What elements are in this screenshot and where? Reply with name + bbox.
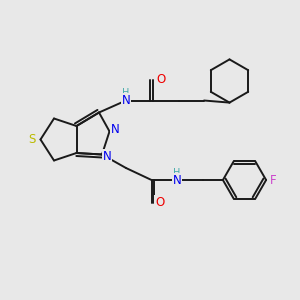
- Text: N: N: [172, 173, 182, 187]
- Text: H: H: [173, 167, 181, 178]
- Text: S: S: [28, 133, 36, 146]
- Text: O: O: [157, 73, 166, 86]
- Text: N: N: [122, 94, 130, 107]
- Text: O: O: [155, 196, 164, 209]
- Text: N: N: [110, 123, 119, 136]
- Text: H: H: [122, 88, 130, 98]
- Text: F: F: [270, 173, 277, 187]
- Text: N: N: [103, 149, 112, 163]
